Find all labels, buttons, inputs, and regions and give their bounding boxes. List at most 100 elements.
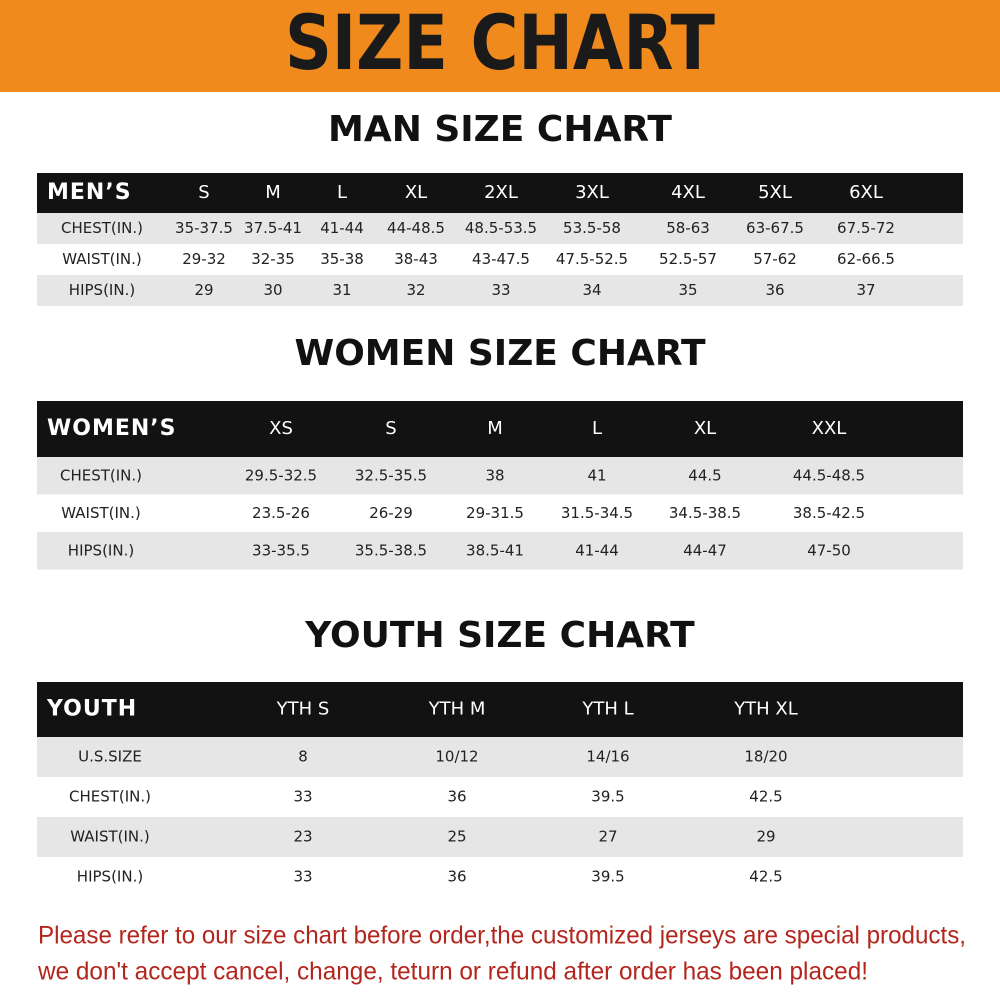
column-header: WOMEN’S <box>47 416 177 441</box>
table-cell: 36 <box>447 788 466 806</box>
section-title: MAN SIZE CHART <box>328 109 672 150</box>
table-cell: 67.5-72 <box>837 219 895 237</box>
table-cell: 63-67.5 <box>746 219 804 237</box>
column-header: L <box>337 182 347 203</box>
table-cell: 29 <box>194 281 213 299</box>
banner <box>0 0 1000 92</box>
row-background <box>37 213 963 244</box>
table-cell: 33 <box>491 281 510 299</box>
table-cell: 43-47.5 <box>472 250 530 268</box>
table-cell: 39.5 <box>591 788 624 806</box>
table-cell: 44-48.5 <box>387 219 445 237</box>
table-cell: 23 <box>293 828 312 846</box>
table-cell: 36 <box>447 868 466 886</box>
table-cell: 48.5-53.5 <box>465 219 537 237</box>
table-cell: 62-66.5 <box>837 250 895 268</box>
table-cell: 29.5-32.5 <box>245 466 317 484</box>
banner-title: SIZE CHART <box>285 0 715 87</box>
row-label: U.S.SIZE <box>78 748 142 766</box>
column-header: 3XL <box>575 182 609 203</box>
table-cell: 18/20 <box>744 748 787 766</box>
table-cell: 42.5 <box>749 788 782 806</box>
table-cell: 8 <box>298 748 308 766</box>
table-cell: 42.5 <box>749 868 782 886</box>
table-cell: 31.5-34.5 <box>561 504 633 522</box>
row-label: WAIST(IN.) <box>70 828 150 846</box>
table-cell: 36 <box>765 281 784 299</box>
column-header: 4XL <box>671 182 705 203</box>
column-header: M <box>487 418 503 439</box>
table-cell: 44.5 <box>688 466 721 484</box>
row-background <box>37 457 963 495</box>
table-cell: 52.5-57 <box>659 250 717 268</box>
table-header <box>37 682 963 737</box>
column-header: MEN’S <box>47 180 132 205</box>
column-header: 2XL <box>484 182 518 203</box>
column-header: XL <box>694 418 716 439</box>
notice-line: we don't accept cancel, change, teturn o… <box>37 958 868 986</box>
table-cell: 29-31.5 <box>466 504 524 522</box>
column-header: YTH M <box>428 699 486 720</box>
table-cell: 32 <box>406 281 425 299</box>
table-cell: 58-63 <box>666 219 710 237</box>
column-header: S <box>385 418 396 439</box>
column-header: 5XL <box>758 182 792 203</box>
table-cell: 34.5-38.5 <box>669 504 741 522</box>
table-cell: 32.5-35.5 <box>355 466 427 484</box>
column-header: YOUTH <box>46 697 137 722</box>
column-header: M <box>265 182 281 203</box>
table-cell: 35 <box>678 281 697 299</box>
row-background <box>37 737 963 777</box>
table-cell: 57-62 <box>753 250 797 268</box>
table-cell: 35-37.5 <box>175 219 233 237</box>
table-cell: 31 <box>332 281 351 299</box>
row-background <box>37 532 963 570</box>
column-header: 6XL <box>849 182 883 203</box>
table-cell: 39.5 <box>591 868 624 886</box>
row-background <box>37 275 963 306</box>
column-header: XS <box>269 418 293 439</box>
table-cell: 14/16 <box>586 748 629 766</box>
table-cell: 44-47 <box>683 541 727 559</box>
table-cell: 26-29 <box>369 504 413 522</box>
column-header: YTH XL <box>733 699 798 720</box>
table-cell: 35.5-38.5 <box>355 541 427 559</box>
row-label: HIPS(IN.) <box>77 868 143 886</box>
section-title: YOUTH SIZE CHART <box>304 615 695 656</box>
column-header: L <box>592 418 602 439</box>
table-cell: 33 <box>293 788 312 806</box>
table-cell: 41-44 <box>575 541 619 559</box>
table-cell: 34 <box>582 281 601 299</box>
table-cell: 25 <box>447 828 466 846</box>
table-cell: 37.5-41 <box>244 219 302 237</box>
table-cell: 29-32 <box>182 250 226 268</box>
table-cell: 35-38 <box>320 250 364 268</box>
table-cell: 38.5-41 <box>466 541 524 559</box>
column-header: XXL <box>812 418 847 439</box>
table-cell: 38.5-42.5 <box>793 504 865 522</box>
row-label: WAIST(IN.) <box>62 250 142 268</box>
table-cell: 33-35.5 <box>252 541 310 559</box>
section-title: WOMEN SIZE CHART <box>294 333 705 374</box>
row-label: CHEST(IN.) <box>60 466 142 484</box>
notice-line: Please refer to our size chart before or… <box>38 922 966 950</box>
column-header: XL <box>405 182 427 203</box>
column-header: YTH S <box>276 699 330 720</box>
row-background <box>37 817 963 857</box>
table-cell: 33 <box>293 868 312 886</box>
table-cell: 10/12 <box>435 748 478 766</box>
table-cell: 53.5-58 <box>563 219 621 237</box>
table-cell: 38-43 <box>394 250 438 268</box>
table-cell: 47.5-52.5 <box>556 250 628 268</box>
table-cell: 41-44 <box>320 219 364 237</box>
row-label: HIPS(IN.) <box>68 541 134 559</box>
table-cell: 44.5-48.5 <box>793 466 865 484</box>
row-label: CHEST(IN.) <box>61 219 143 237</box>
table-cell: 38 <box>485 466 504 484</box>
table-header <box>37 401 963 457</box>
row-label: HIPS(IN.) <box>69 281 135 299</box>
table-cell: 30 <box>263 281 282 299</box>
